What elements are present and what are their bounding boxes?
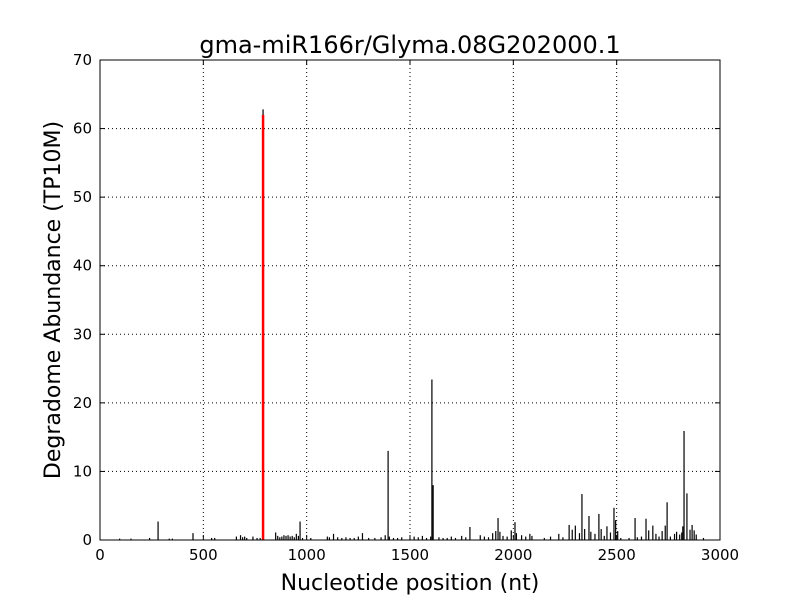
ticks: 0 500 1000 1500 2000 2500 3000 0 10 20 30 40 50 60 70: [73, 51, 739, 564]
x-tick-label: 500: [189, 546, 218, 564]
x-tick-label: 1500: [391, 546, 429, 564]
x-tick-label: 2000: [494, 546, 532, 564]
x-tick-label: 1000: [288, 546, 326, 564]
grid: [99, 59, 721, 541]
x-axis-label: Nucleotide position (nt): [281, 571, 540, 596]
x-tick-label: 2500: [598, 546, 636, 564]
y-tick-label: 50: [73, 188, 92, 206]
y-tick-label: 70: [73, 51, 92, 69]
x-tick-label: 3000: [701, 546, 739, 564]
x-tick-label: 0: [95, 546, 105, 564]
y-tick-label: 10: [73, 462, 92, 480]
y-tick-label: 20: [73, 394, 92, 412]
y-tick-label: 40: [73, 257, 92, 275]
y-tick-label: 60: [73, 120, 92, 138]
bars: [119, 109, 705, 540]
y-axis-label: Degradome Abundance (TP10M): [41, 121, 66, 479]
chart-title: gma-miR166r/Glyma.08G202000.1: [199, 31, 620, 59]
y-tick-label: 0: [82, 531, 92, 549]
y-tick-label: 30: [73, 325, 92, 343]
